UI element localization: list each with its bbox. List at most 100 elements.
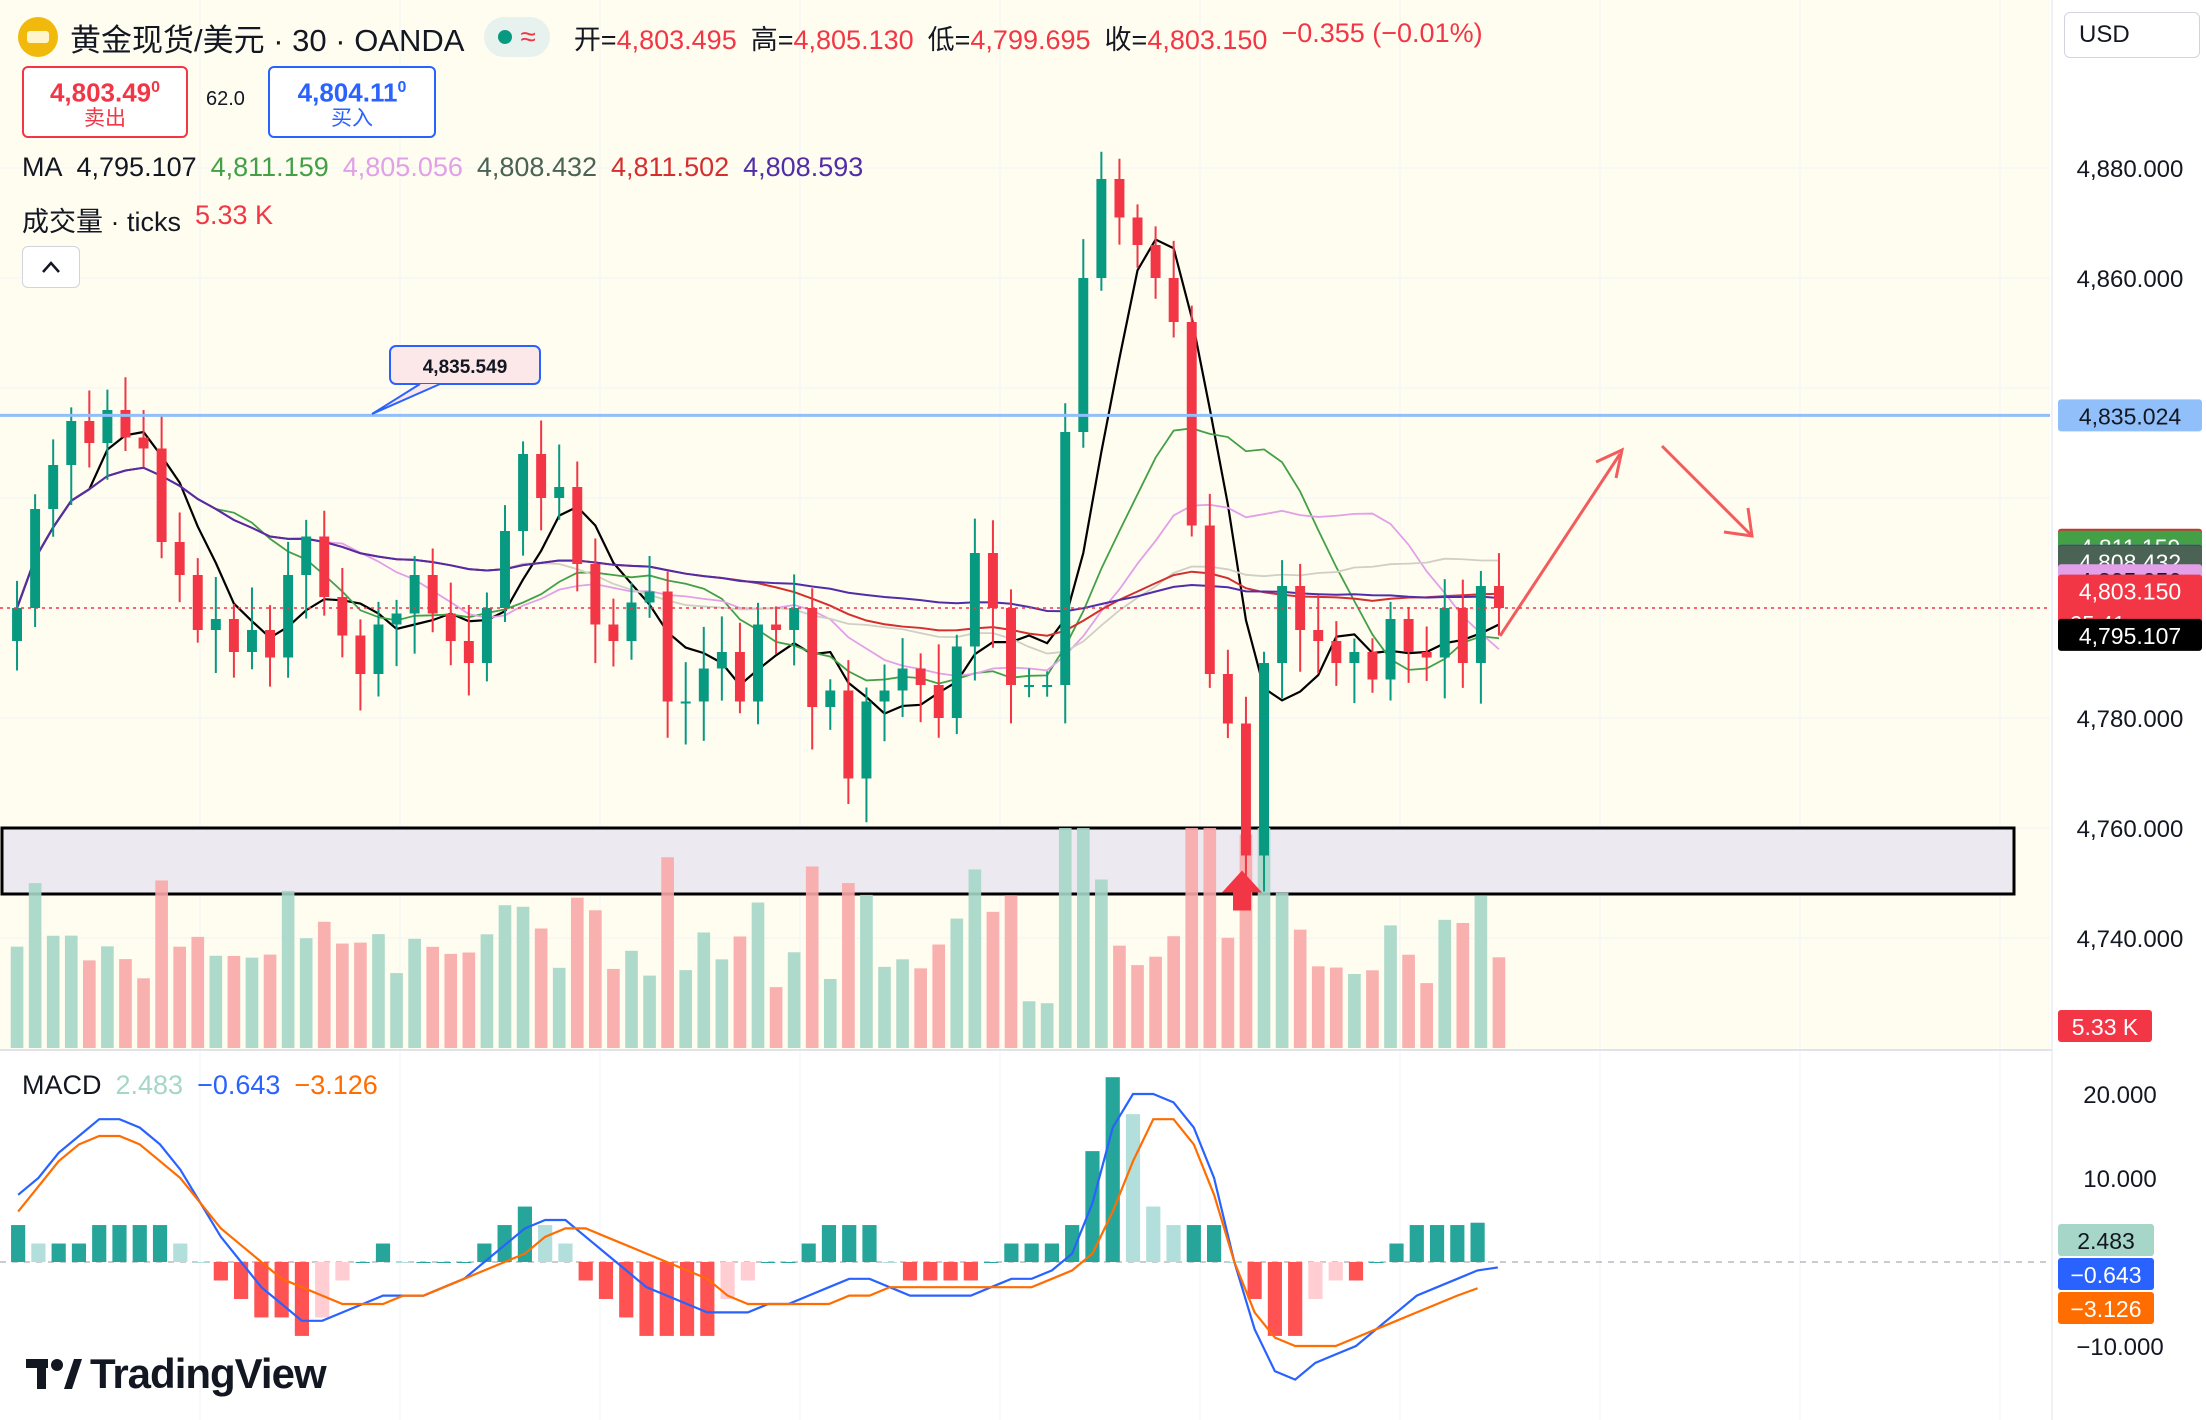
candle — [337, 567, 348, 658]
macd-histogram-bar — [51, 1243, 66, 1262]
candle — [915, 653, 926, 723]
candle — [716, 616, 727, 701]
symbol-title[interactable]: 黄金现货/美元 · 30 · OANDA — [70, 22, 465, 58]
candle-body — [84, 421, 95, 443]
macd-histogram-bar — [416, 1262, 431, 1263]
price-axis[interactable]: 4,880.000 4,860.000 4,780.000 4,760.000 4,74… — [2051, 0, 2206, 1420]
volume-bar — [317, 921, 331, 1048]
candle-body — [662, 591, 673, 702]
volume-bar — [896, 959, 909, 1048]
candle — [608, 598, 619, 667]
macd-histogram-bar — [659, 1262, 674, 1336]
macd-histogram-bar — [315, 1262, 330, 1318]
macd-tick-label: −10.000 — [2076, 1334, 2163, 1361]
volume-bar — [1275, 892, 1289, 1048]
volume-bar — [10, 946, 24, 1048]
candle-body — [138, 437, 149, 449]
candle-body — [174, 542, 185, 575]
volume-bar — [968, 869, 982, 1048]
tradingview-logo[interactable]: TradingView — [26, 1350, 327, 1398]
macd-histogram-bar — [761, 1262, 776, 1263]
ohlc-label: 开= — [573, 24, 617, 55]
macd-histogram-bar — [71, 1243, 87, 1262]
candle — [698, 626, 709, 741]
volume-bar — [751, 902, 765, 1048]
volume-bar — [1040, 1003, 1054, 1048]
price-label-text: 4,835.549 — [423, 357, 508, 378]
candle — [536, 420, 547, 531]
volume-bar — [444, 953, 458, 1048]
candle — [662, 571, 673, 738]
volume-bar — [1311, 966, 1325, 1048]
volume-bar — [1022, 1001, 1036, 1048]
candle-body — [1421, 652, 1432, 658]
candle — [1240, 696, 1251, 881]
volume-bar — [1293, 929, 1307, 1048]
candle — [247, 587, 257, 670]
candle — [680, 662, 691, 745]
macd-histogram-bar — [132, 1225, 147, 1262]
candle — [825, 679, 836, 730]
sell-button[interactable]: 4,803.490 卖出 — [22, 66, 188, 138]
ma-line — [16, 466, 1500, 613]
market-status-pill[interactable]: ≈ — [484, 17, 550, 57]
price-badge: 4,795.107 — [2058, 618, 2202, 651]
candle — [1385, 601, 1396, 701]
candle-body — [1096, 179, 1107, 278]
volume-bar — [842, 883, 855, 1048]
buy-button[interactable]: 4,804.110 买入 — [268, 66, 436, 138]
macd-badge-text: 2.483 — [2077, 1228, 2135, 1254]
spread-value: 62.0 — [206, 88, 245, 110]
volume-legend[interactable]: 成交量 · ticks 5.33 K — [22, 200, 273, 239]
collapse-legend-button[interactable] — [22, 246, 80, 288]
macd-histogram-bar — [538, 1225, 553, 1262]
macd-histogram-bar — [984, 1262, 999, 1263]
candle-body — [518, 454, 529, 531]
candle — [355, 619, 366, 711]
candle-body — [1024, 685, 1035, 687]
ma-legend-value: 4,808.593 — [743, 152, 864, 182]
candle-body — [247, 630, 257, 652]
candle-body — [1493, 586, 1504, 608]
candle — [66, 407, 77, 506]
candle-body — [1385, 619, 1396, 680]
volume-bar — [679, 970, 693, 1048]
currency-selector[interactable]: USD — [2064, 12, 2200, 58]
macd-histogram-bar — [92, 1225, 107, 1262]
ohlc-value: 4,805.130 — [793, 24, 914, 55]
volume-bar — [426, 946, 440, 1048]
support-zone — [0, 826, 2016, 896]
ma-legend-value: 4,811.502 — [611, 152, 730, 182]
volume-bar — [823, 978, 837, 1048]
macd-histogram-bar — [700, 1262, 715, 1336]
volume-bar — [354, 942, 367, 1048]
horizontal-line[interactable]: 4,835.549 — [0, 345, 2050, 417]
macd-legend[interactable]: MACD 2.483 −0.643 −3.126 — [22, 1070, 378, 1101]
candle — [265, 605, 276, 687]
ohlc-item: 高=4,805.130 — [751, 18, 914, 57]
macd-histogram-bar — [842, 1225, 857, 1262]
macd-badge-text: −3.126 — [2071, 1296, 2142, 1322]
macd-histogram-bar — [679, 1262, 695, 1336]
macd-histogram-bar — [517, 1206, 532, 1262]
candle-body — [283, 575, 294, 658]
macd-histogram-bar — [11, 1225, 26, 1262]
macd-histogram-bar — [598, 1262, 614, 1299]
approx-data-icon: ≈ — [520, 21, 536, 52]
candle — [1493, 553, 1504, 636]
candle — [771, 606, 782, 654]
volume-bar — [589, 910, 602, 1048]
ma-legend[interactable]: MA 4,795.107 4,811.159 4,805.056 4,808.432 4… — [22, 152, 863, 183]
candle-body — [608, 624, 619, 641]
candle — [1096, 151, 1107, 291]
volume-bar — [173, 946, 187, 1048]
candle-body — [789, 608, 800, 630]
candle-body — [1114, 179, 1125, 218]
volume-bar — [1348, 974, 1361, 1048]
candle — [1277, 560, 1288, 699]
macd-badge-bg — [2058, 1292, 2154, 1324]
arrow-up-marker-icon — [1222, 870, 1262, 911]
candle-body — [572, 487, 583, 564]
candle-body — [1150, 245, 1161, 278]
